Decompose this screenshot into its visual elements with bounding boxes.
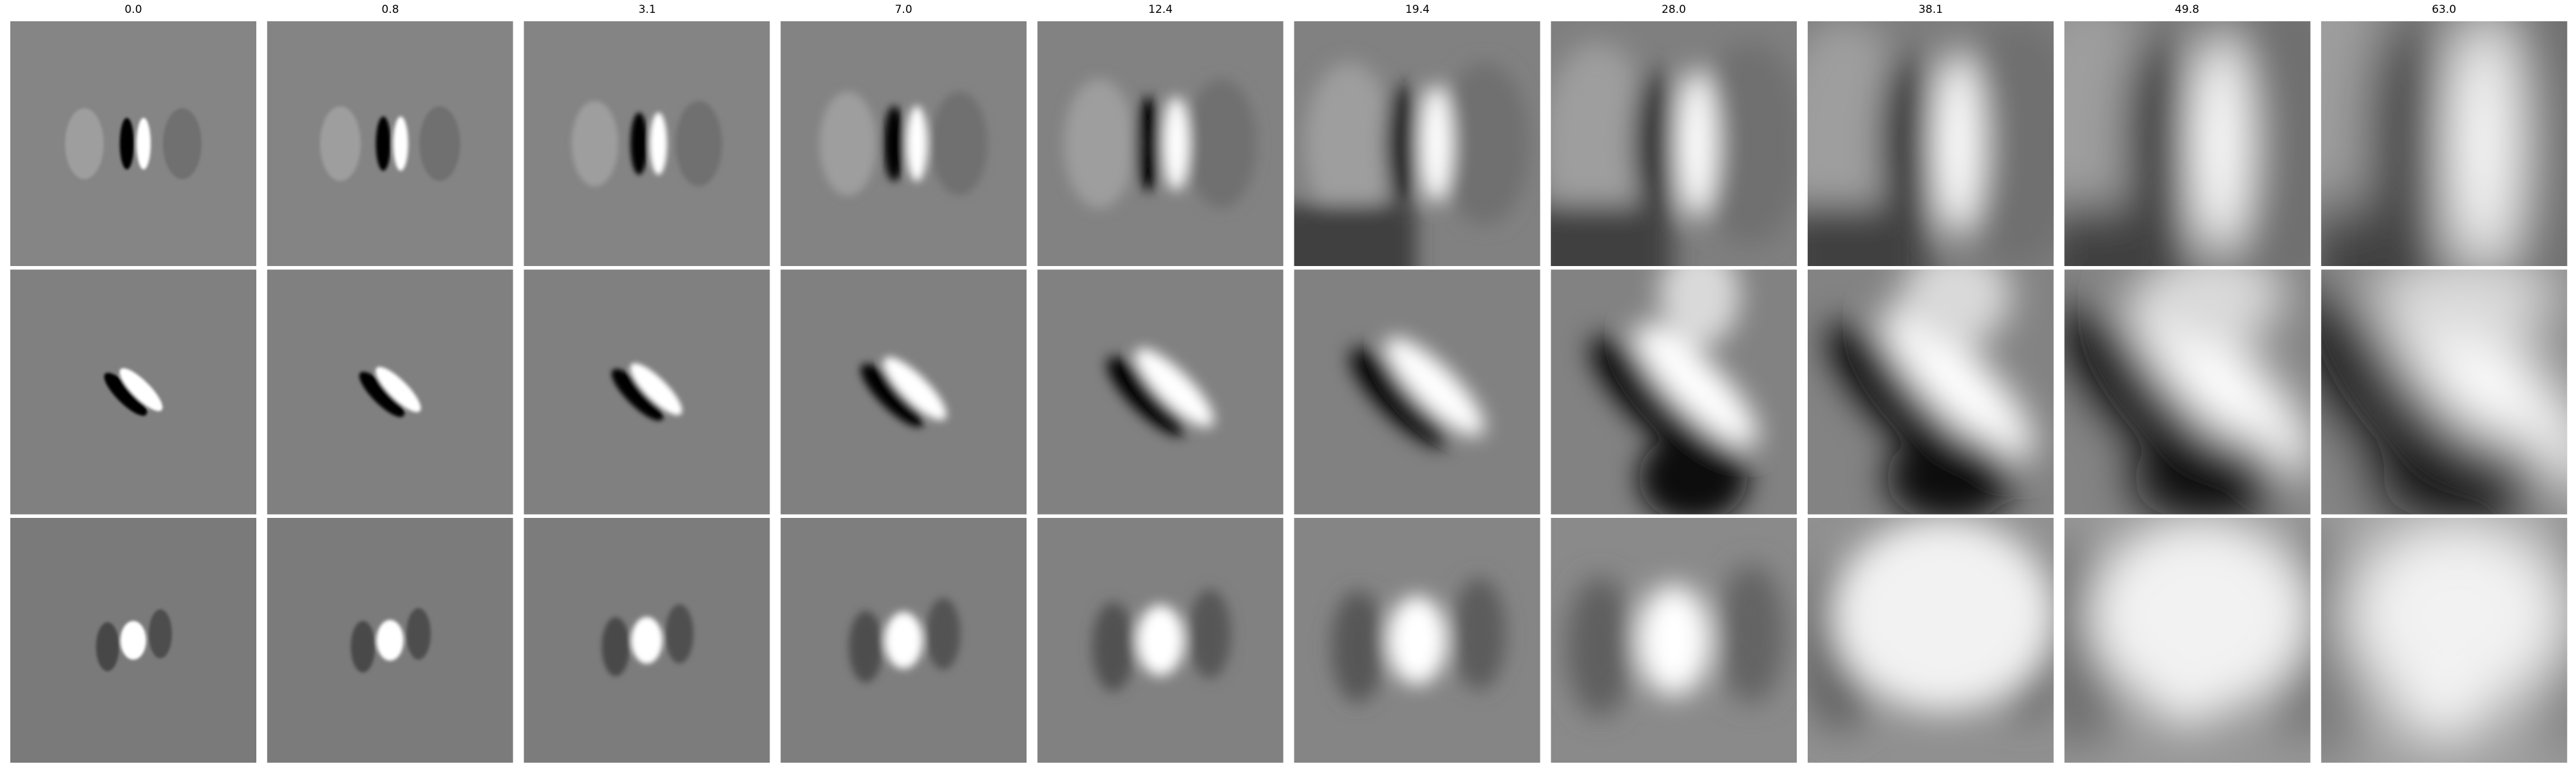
column-title: 19.4 bbox=[1405, 3, 1430, 16]
column-title: 63.0 bbox=[2432, 3, 2456, 16]
image-panel bbox=[10, 21, 256, 266]
image-panel bbox=[781, 269, 1027, 515]
column-title: 38.1 bbox=[1918, 3, 1943, 16]
image-panel bbox=[1807, 21, 2054, 266]
image-panel bbox=[1551, 269, 1797, 515]
image-panel bbox=[2321, 269, 2568, 515]
column-title: 0.8 bbox=[381, 3, 399, 16]
image-panel bbox=[10, 269, 256, 515]
image-panel bbox=[781, 518, 1027, 763]
column-title: 28.0 bbox=[1662, 3, 1686, 16]
image-panel bbox=[1294, 269, 1540, 515]
column-title: 3.1 bbox=[638, 3, 656, 16]
image-panel bbox=[524, 21, 770, 266]
image-panel bbox=[1807, 269, 2054, 515]
image-panel bbox=[1551, 21, 1797, 266]
image-panel bbox=[1037, 269, 1283, 515]
image-panel bbox=[2064, 21, 2311, 266]
image-panel bbox=[267, 21, 513, 266]
image-panel bbox=[10, 518, 256, 763]
image-panel bbox=[267, 518, 513, 763]
image-panel bbox=[524, 518, 770, 763]
image-panel bbox=[1294, 21, 1540, 266]
image-panel bbox=[2321, 21, 2568, 266]
image-panel bbox=[1551, 518, 1797, 763]
image-panel bbox=[781, 21, 1027, 266]
column-title: 0.0 bbox=[124, 3, 142, 16]
image-panel bbox=[2064, 269, 2311, 515]
column-title: 7.0 bbox=[895, 3, 913, 16]
image-panel bbox=[2321, 518, 2568, 763]
image-panel bbox=[1807, 518, 2054, 763]
image-panel bbox=[267, 269, 513, 515]
image-panel bbox=[1294, 518, 1540, 763]
image-panel bbox=[1037, 21, 1283, 266]
column-title: 49.8 bbox=[2175, 3, 2199, 16]
image-panel bbox=[1037, 518, 1283, 763]
image-panel bbox=[524, 269, 770, 515]
column-title: 12.4 bbox=[1148, 3, 1173, 16]
image-panel bbox=[2064, 518, 2311, 763]
